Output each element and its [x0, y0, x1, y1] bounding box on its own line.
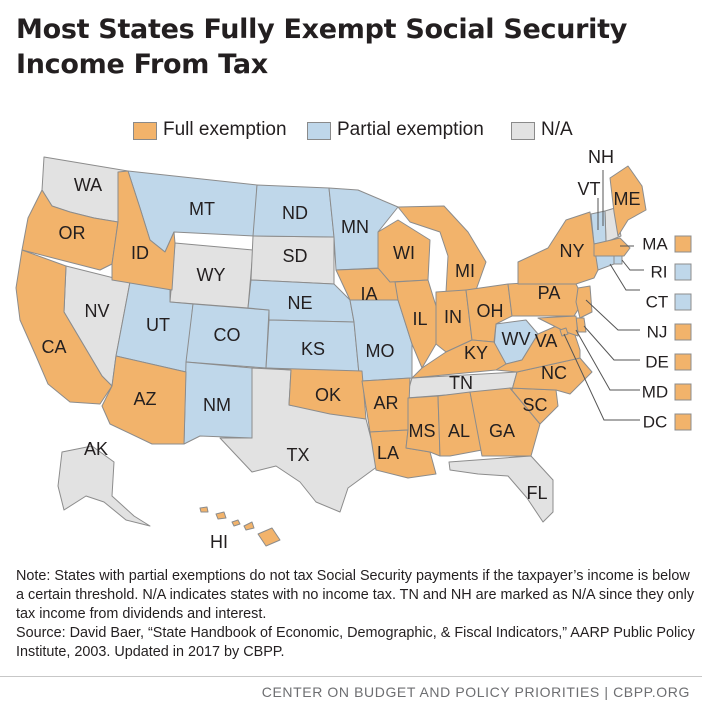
label-md: MD: [642, 382, 668, 401]
label-ut: UT: [146, 315, 170, 335]
label-ma: MA: [642, 234, 668, 253]
footer-credit: CENTER ON BUDGET AND POLICY PRIORITIES |…: [261, 684, 690, 700]
state-ny: [517, 211, 599, 285]
label-sc: SC: [522, 395, 547, 415]
legend-swatch-na: [511, 122, 535, 140]
label-de: DE: [645, 352, 669, 371]
swatch-dc: [674, 413, 692, 431]
swatch-ct: [674, 293, 692, 311]
label-ar: AR: [373, 393, 398, 413]
state-ok: [265, 367, 367, 420]
label-co: CO: [214, 325, 241, 345]
label-or: OR: [59, 223, 86, 243]
label-wa: WA: [74, 175, 102, 195]
state-shapes: [15, 156, 647, 547]
label-ak: AK: [84, 439, 108, 459]
swatch-ri: [674, 263, 692, 281]
swatch-md: [674, 383, 692, 401]
legend-swatch-partial: [307, 122, 331, 140]
state-ma: [593, 237, 631, 257]
leader-lines: [563, 170, 644, 421]
label-il: IL: [412, 309, 427, 329]
state-ky: [411, 339, 507, 379]
state-nj: [575, 285, 593, 319]
label-mi: MI: [455, 261, 475, 281]
label-wv: WV: [502, 329, 531, 349]
state-md: [537, 315, 579, 337]
label-al: AL: [448, 421, 470, 441]
label-ca: CA: [41, 337, 66, 357]
legend-swatch-full: [133, 122, 157, 140]
label-in: IN: [444, 307, 462, 327]
state-hi: [199, 506, 281, 547]
label-wi: WI: [393, 243, 415, 263]
swatch-nj: [674, 323, 692, 341]
label-tn: TN: [449, 373, 473, 393]
label-va: VA: [535, 331, 558, 351]
label-mo: MO: [366, 341, 395, 361]
label-sd: SD: [282, 246, 307, 266]
label-mn: MN: [341, 217, 369, 237]
note-text: Note: States with partial exemptions do …: [16, 568, 695, 622]
label-az: AZ: [133, 389, 156, 409]
label-nh: NH: [588, 147, 614, 167]
label-ga: GA: [489, 421, 515, 441]
state-fl: [448, 455, 554, 523]
label-nv: NV: [84, 301, 109, 321]
swatch-ma: [674, 235, 692, 253]
state-al: [437, 391, 483, 457]
label-ks: KS: [301, 339, 325, 359]
label-tx: TX: [286, 445, 309, 465]
state-dc: [559, 327, 569, 337]
label-ct: CT: [646, 292, 669, 311]
label-dc: DC: [643, 412, 668, 431]
us-map: WA OR CA NV ID MT WY UT CO AZ NM ND SD N…: [15, 147, 692, 552]
label-nd: ND: [282, 203, 308, 223]
label-ny: NY: [559, 241, 584, 261]
label-pa: PA: [538, 283, 561, 303]
state-ga: [469, 387, 541, 457]
label-la: LA: [377, 443, 399, 463]
state-me: [609, 165, 647, 237]
label-me: ME: [614, 189, 641, 209]
state-ak: [57, 445, 151, 527]
label-ky: KY: [464, 343, 488, 363]
label-hi: HI: [210, 532, 228, 552]
title-line-2: Income From Tax: [16, 49, 268, 80]
label-nm: NM: [203, 395, 231, 415]
state-labels: WA OR CA NV ID MT WY UT CO AZ NM ND SD N…: [41, 147, 668, 552]
label-oh: OH: [477, 301, 504, 321]
label-wy: WY: [197, 265, 226, 285]
title-line-1: Most States Fully Exempt Social Security: [16, 14, 628, 45]
state-ri: [613, 255, 623, 265]
source-text: Source: David Baer, “State Handbook of E…: [16, 625, 695, 660]
label-ok: OK: [315, 385, 341, 405]
swatch-de: [674, 353, 692, 371]
label-ia: IA: [360, 284, 377, 304]
label-nc: NC: [541, 363, 567, 383]
legend-label-na: N/A: [541, 119, 573, 140]
legend-label-full: Full exemption: [163, 119, 287, 140]
footer-divider: [0, 676, 702, 677]
label-ne: NE: [287, 293, 312, 313]
label-vt: VT: [577, 179, 600, 199]
label-id: ID: [131, 243, 149, 263]
label-ri: RI: [651, 262, 668, 281]
state-az: [101, 355, 187, 445]
legend-label-partial: Partial exemption: [337, 119, 484, 140]
state-ca: [15, 249, 113, 405]
chart-title: Most States Fully Exempt Social Security…: [16, 12, 676, 82]
state-id: [111, 170, 176, 291]
state-il: [394, 279, 437, 369]
label-nj: NJ: [647, 322, 668, 341]
label-ms: MS: [409, 421, 436, 441]
label-fl: FL: [526, 483, 547, 503]
label-mt: MT: [189, 199, 215, 219]
ne-swatches: [674, 235, 692, 431]
